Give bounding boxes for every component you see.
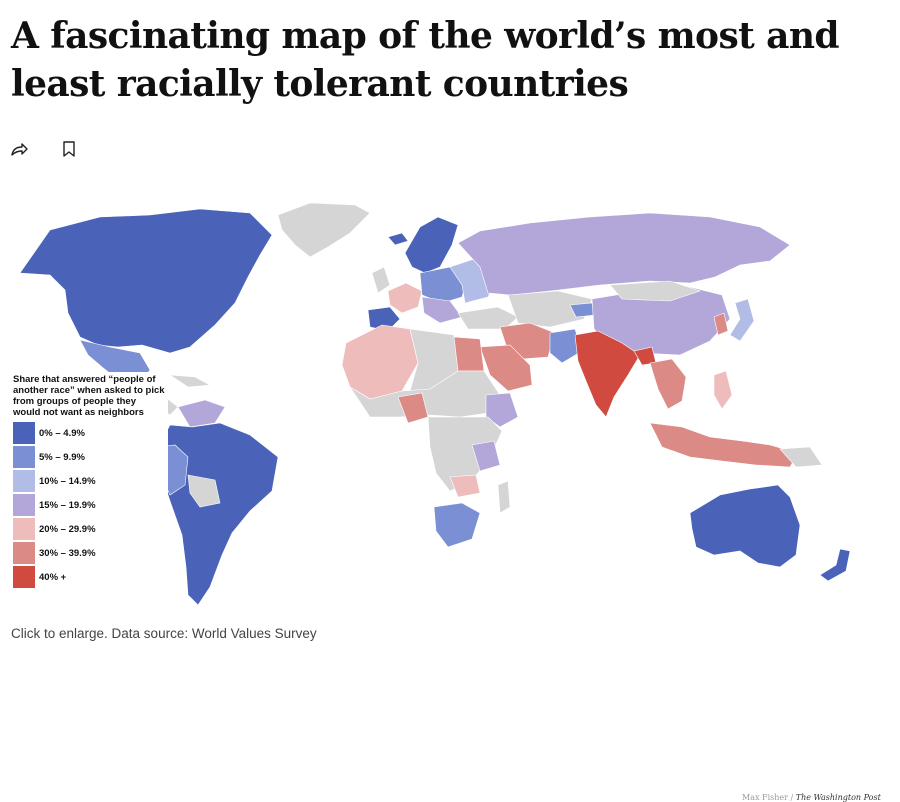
region-greenland xyxy=(277,202,371,258)
article-actions xyxy=(9,139,79,159)
legend-swatch xyxy=(13,446,35,468)
map-credit: Max Fisher / The Washington Post xyxy=(742,793,881,802)
legend-item: 30% – 39.9% xyxy=(13,542,165,564)
share-icon[interactable] xyxy=(9,139,29,159)
region-balkans xyxy=(421,296,463,324)
bookmark-icon[interactable] xyxy=(59,139,79,159)
page-title: A fascinating map of the world’s most an… xyxy=(11,15,840,105)
region-egypt xyxy=(453,336,485,372)
region-indonesia xyxy=(649,422,799,468)
legend-label: 0% – 4.9% xyxy=(39,427,85,439)
region-zambia xyxy=(449,474,481,498)
region-south-america xyxy=(157,422,279,606)
region-north-america xyxy=(19,208,273,354)
legend-swatch xyxy=(13,566,35,588)
legend-item: 15% – 19.9% xyxy=(13,494,165,516)
region-scandinavia xyxy=(404,216,459,274)
world-map[interactable]: Max Fisher / The Washington Post xyxy=(10,195,890,802)
legend-label: 30% – 39.9% xyxy=(39,547,96,559)
legend-label: 15% – 19.9% xyxy=(39,499,96,511)
region-bolivia xyxy=(187,474,221,508)
region-iberia xyxy=(367,306,401,332)
legend-swatch xyxy=(13,470,35,492)
region-central-asia xyxy=(507,290,593,328)
region-southeast-asia xyxy=(649,358,687,410)
region-japan xyxy=(729,298,755,342)
legend-item: 0% – 4.9% xyxy=(13,422,165,444)
legend-item: 10% – 14.9% xyxy=(13,470,165,492)
legend-item: 40% + xyxy=(13,566,165,588)
legend-swatch xyxy=(13,542,35,564)
region-new-zealand xyxy=(819,548,851,582)
region-korea xyxy=(713,312,729,336)
map-svg xyxy=(19,202,851,606)
legend-title: Share that answered “people of another r… xyxy=(13,374,165,418)
legend-label: 10% – 14.9% xyxy=(39,475,96,487)
region-south-africa xyxy=(433,502,481,548)
legend-label: 20% – 29.9% xyxy=(39,523,96,535)
region-turkey xyxy=(457,306,519,330)
region-iceland xyxy=(387,232,409,246)
region-ethiopia xyxy=(485,392,519,428)
legend-label: 40% + xyxy=(39,571,67,583)
image-caption[interactable]: Click to enlarge. Data source: World Val… xyxy=(11,626,317,641)
region-western-europe xyxy=(387,282,423,314)
region-mongolia xyxy=(609,280,701,302)
legend-item: 20% – 29.9% xyxy=(13,518,165,540)
region-venezuela-colombia xyxy=(177,399,226,428)
region-philippines xyxy=(713,370,733,410)
region-madagascar xyxy=(497,480,511,514)
region-tanzania xyxy=(471,440,501,472)
map-legend: Share that answered “people of another r… xyxy=(10,372,168,594)
legend-swatch xyxy=(13,422,35,444)
region-papua xyxy=(779,446,823,468)
region-saudi-arabia xyxy=(479,344,533,392)
region-north-africa-west xyxy=(341,324,419,400)
region-australia xyxy=(689,484,801,568)
legend-label: 5% – 9.9% xyxy=(39,451,85,463)
credit-outlet: The Washington Post xyxy=(795,793,881,802)
legend-swatch xyxy=(13,518,35,540)
region-caribbean xyxy=(168,374,212,388)
legend-item: 5% – 9.9% xyxy=(13,446,165,468)
region-uk xyxy=(371,266,391,294)
region-russia xyxy=(457,212,791,296)
credit-author: Max Fisher xyxy=(742,793,788,802)
region-pakistan xyxy=(549,328,583,364)
legend-swatch xyxy=(13,494,35,516)
region-india xyxy=(574,330,641,418)
